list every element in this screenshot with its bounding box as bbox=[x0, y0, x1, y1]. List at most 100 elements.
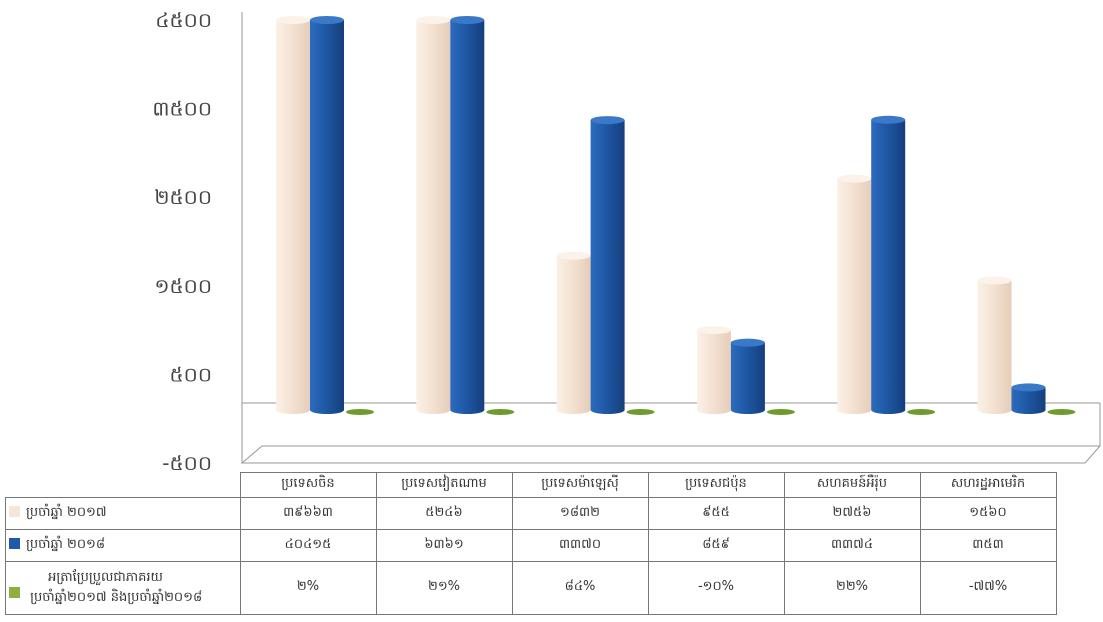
table-header-cell: សហគមន៍អឺរ៉ុប bbox=[783, 472, 921, 498]
table-cell: ៩៥៥ bbox=[647, 496, 785, 530]
bar-change bbox=[907, 409, 936, 415]
bar-2018-face bbox=[450, 20, 485, 410]
series-label-2018-text: ប្រចាំឆ្នាំ ២០១៨ bbox=[26, 536, 106, 552]
table-header-row: ប្រទេសចិន ប្រទេសវៀតណាម ប្រទេសម៉ាឡេស៊ី ប្… bbox=[6, 472, 1057, 498]
y-tick-label: -៥០០ bbox=[162, 451, 212, 472]
bar-2017 bbox=[977, 276, 1012, 414]
table-header-cell: ប្រទេសជប៉ុន bbox=[647, 472, 785, 498]
series-label-2018: ប្រចាំឆ្នាំ ២០១៨ bbox=[5, 528, 241, 562]
bar-2018-top bbox=[590, 116, 625, 125]
y-tick-label: ២៥០០ bbox=[154, 185, 212, 209]
data-table: ប្រទេសចិន ប្រទេសវៀតណាម ប្រទេសម៉ាឡេស៊ី ប្… bbox=[5, 472, 1057, 615]
bar-2017-bottom bbox=[696, 406, 731, 414]
legend-swatch-2018 bbox=[9, 537, 20, 549]
bar-2017-bottom bbox=[276, 406, 310, 414]
legend-swatch-2017 bbox=[9, 505, 20, 517]
table-row: ប្រចាំឆ្នាំ ២០១៨ ៤០៤១៥ ៦៣៦១ ៣៣៧០ ៨៥៩ ៣៣៧… bbox=[5, 528, 1057, 562]
bar-change bbox=[766, 409, 795, 415]
bar-2017-top bbox=[837, 174, 872, 183]
bar-2018-top bbox=[310, 16, 344, 24]
series-label-change: អត្រាប្រែប្រួលជាភាគរយ ប្រចាំឆ្នាំ២០១៧ និ… bbox=[5, 560, 241, 615]
bar-2018-top bbox=[730, 338, 765, 347]
bar-2018-top bbox=[1011, 383, 1046, 392]
bar-2018 bbox=[1011, 383, 1046, 414]
bar-2018-bottom bbox=[590, 406, 625, 414]
table-header-cell: ប្រទេសវៀតណាម bbox=[375, 472, 513, 498]
table-cell: ៨៤% bbox=[511, 560, 649, 615]
table-cell: -៧៧% bbox=[919, 560, 1057, 615]
y-tick-label: ១៥០០ bbox=[154, 274, 212, 298]
bar-2017-face bbox=[416, 20, 451, 410]
bar-2017 bbox=[416, 16, 451, 414]
bar-2018 bbox=[730, 338, 765, 414]
bar-2018 bbox=[590, 116, 625, 414]
table-cell: ២% bbox=[239, 560, 377, 615]
table-header-cell: ប្រទេសម៉ាឡេស៊ី bbox=[511, 472, 649, 498]
bar-2017-bottom bbox=[556, 406, 591, 414]
table-cell: ២១% bbox=[375, 560, 513, 615]
bar-change bbox=[626, 409, 655, 415]
bar-2017 bbox=[696, 326, 731, 414]
table-cell: -១០% bbox=[647, 560, 785, 615]
y-tick-label: ៣៥០០ bbox=[152, 97, 212, 121]
bar-2018-bottom bbox=[730, 406, 765, 414]
bar-2018-face bbox=[1011, 387, 1046, 410]
table-cell: ៨៥៩ bbox=[647, 528, 785, 562]
bar-2018 bbox=[450, 16, 485, 414]
table-cell: ២២% bbox=[783, 560, 921, 615]
table-cell: ៣៥៣ bbox=[919, 528, 1057, 562]
table-cell: ៣៣៧០ bbox=[511, 528, 649, 562]
series-label-change-text: អត្រាប្រែប្រួលជាភាគរយ ប្រចាំឆ្នាំ២០១៧ និ… bbox=[30, 568, 202, 608]
series-label-2017-text: ប្រចាំឆ្នាំ ២០១៧ bbox=[26, 504, 107, 520]
bar-change bbox=[486, 409, 515, 415]
bar-2018-face bbox=[590, 120, 625, 411]
bar-2017-face bbox=[276, 20, 310, 410]
bar-2018-bottom bbox=[1011, 406, 1046, 414]
table-cell: ២៧៥៦ bbox=[783, 496, 921, 530]
table-cell: ១៥៦០ bbox=[919, 496, 1057, 530]
bar-2017-face bbox=[696, 330, 731, 410]
bar-2017-top bbox=[696, 326, 731, 335]
table-cell: ១៨៣២ bbox=[511, 496, 649, 530]
bar-2017-face bbox=[837, 178, 872, 410]
bar-2017-top bbox=[977, 276, 1012, 285]
floor-outline bbox=[240, 445, 1102, 464]
bar-2017 bbox=[837, 174, 872, 414]
bar-2018-bottom bbox=[871, 406, 906, 414]
series-label-change-line1: អត្រាប្រែប្រួលជាភាគរយ bbox=[48, 569, 163, 585]
table-corner bbox=[6, 473, 241, 498]
bar-2017-top bbox=[416, 16, 451, 24]
table-cell: ៤០៤១៥ bbox=[239, 528, 377, 562]
bar-2018 bbox=[871, 115, 906, 414]
table-cell: ៦៣៦១ bbox=[375, 528, 513, 562]
bar-2018-bottom bbox=[310, 406, 344, 414]
bar-2018-face bbox=[871, 119, 906, 410]
bar-2017-face bbox=[977, 280, 1012, 410]
table-cell: ៥២៤៦ bbox=[375, 496, 513, 530]
bar-2018-face bbox=[310, 20, 344, 410]
table-cell: ៣៩៦៦៣ bbox=[239, 496, 377, 530]
series-label-2017: ប្រចាំឆ្នាំ ២០១៧ bbox=[5, 496, 241, 530]
bar-2017-top bbox=[556, 251, 591, 260]
series-label-change-line2: ប្រចាំឆ្នាំ២០១៧ និងប្រចាំឆ្នាំ២០១៨ bbox=[30, 589, 203, 605]
bar-2018-top bbox=[450, 16, 485, 24]
bar-2017-top bbox=[276, 16, 310, 24]
bar-change bbox=[346, 409, 374, 415]
table-header-cell: ប្រទេសចិន bbox=[239, 472, 377, 498]
bar-2017-bottom bbox=[416, 406, 451, 414]
bar-change bbox=[1047, 409, 1076, 415]
bar-2017-bottom bbox=[837, 406, 872, 414]
bar-2017 bbox=[556, 251, 591, 414]
bar-2018-top bbox=[871, 115, 906, 124]
table-cell: ៣៣៧៤ bbox=[783, 528, 921, 562]
bar-2018-bottom bbox=[450, 406, 485, 414]
bar-2017-face bbox=[556, 255, 591, 410]
legend-swatch-change bbox=[9, 586, 20, 598]
table-row: អត្រាប្រែប្រួលជាភាគរយ ប្រចាំឆ្នាំ២០១៧ និ… bbox=[5, 560, 1057, 615]
bar-2018 bbox=[310, 16, 344, 414]
table-row: ប្រចាំឆ្នាំ ២០១៧ ៣៩៦៦៣ ៥២៤៦ ១៨៣២ ៩៥៥ ២៧៥… bbox=[5, 496, 1057, 530]
bar-2017-bottom bbox=[977, 406, 1012, 414]
y-tick-label: ៤៥០០ bbox=[155, 8, 212, 32]
bar-2018-face bbox=[730, 342, 765, 410]
